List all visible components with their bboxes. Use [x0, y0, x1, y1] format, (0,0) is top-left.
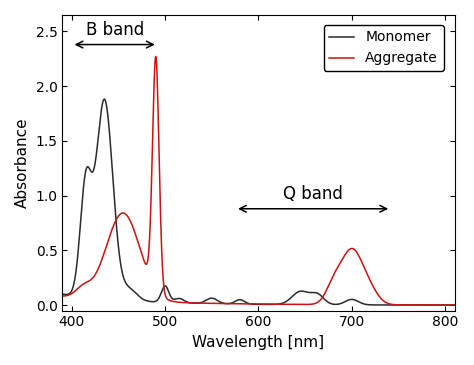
Monomer: [104, 108, 110, 113]
Monomer: [402, 303, 408, 307]
Aggregate: [452, 303, 457, 307]
Aggregate: [210, 301, 216, 306]
Monomer: [227, 301, 233, 306]
Aggregate: [402, 303, 408, 307]
Text: Q band: Q band: [283, 185, 343, 203]
X-axis label: Wavelength [nm]: Wavelength [nm]: [192, 335, 325, 350]
Monomer: [452, 303, 457, 307]
Aggregate: [128, 219, 133, 223]
Aggregate: [227, 301, 233, 306]
Line: Monomer: Monomer: [63, 99, 455, 305]
Aggregate: [153, 54, 158, 59]
Aggregate: [60, 294, 65, 298]
Line: Aggregate: Aggregate: [63, 57, 455, 305]
Monomer: [60, 292, 65, 296]
Monomer: [101, 97, 107, 101]
Aggregate: [104, 242, 110, 246]
Monomer: [210, 296, 216, 300]
Text: B band: B band: [86, 21, 144, 39]
Monomer: [128, 286, 133, 291]
Aggregate: [444, 303, 450, 307]
Legend: Monomer, Aggregate: Monomer, Aggregate: [324, 25, 444, 71]
Monomer: [444, 303, 450, 307]
Y-axis label: Absorbance: Absorbance: [15, 118, 30, 208]
